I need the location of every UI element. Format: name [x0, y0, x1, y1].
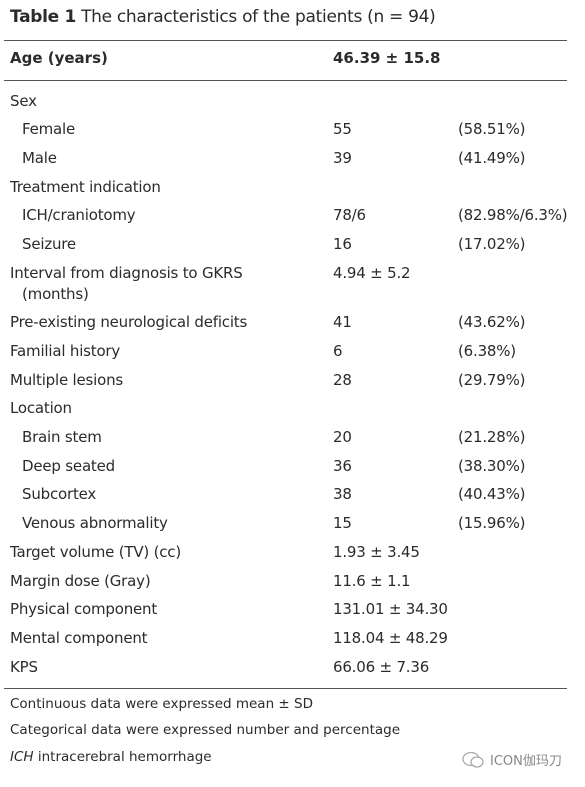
row-label: Pre-existing neurological deficits [10, 313, 248, 332]
row-percent: (40.43%) [458, 485, 526, 504]
sub-row: Seizure 16 (17.02%) [0, 230, 585, 259]
row-label: Mental component [10, 628, 148, 647]
row-percent: (38.30%) [458, 456, 526, 475]
row: Pre-existing neurological deficits 41 (43.… [0, 308, 585, 337]
row-percent: (21.28%) [458, 428, 526, 447]
row-value: 28 [333, 370, 352, 389]
footnote: Continuous data were expressed mean ± SD [10, 696, 313, 712]
sub-row: ICH/craniotomy 78/6 (82.98%/6.3%) [0, 201, 585, 230]
watermark-text: ICON伽玛刀 [490, 754, 562, 769]
row-value: 39 [333, 148, 352, 167]
row-value: 11.6 ± 1.1 [333, 571, 411, 590]
footnote-text: intracerebral hemorrhage [33, 749, 212, 765]
row-value: 55 [333, 120, 352, 139]
row-value: 36 [333, 456, 352, 475]
row-value: 41 [333, 313, 352, 332]
row: Multiple lesions 28 (29.79%) [0, 366, 585, 395]
row-percent: (29.79%) [458, 370, 526, 389]
row-label: Sex [10, 91, 37, 110]
header-label: Age (years) [10, 49, 108, 67]
row-value: 20 [333, 428, 352, 447]
row-label: Subcortex [22, 485, 97, 504]
footnote: Categorical data were expressed number a… [10, 722, 401, 738]
row-label: Deep seated [22, 456, 115, 475]
row-value: 118.04 ± 48.29 [333, 628, 448, 647]
sub-row: Deep seated 36 (38.30%) [0, 452, 585, 481]
row: KPS 66.06 ± 7.36 [0, 653, 585, 682]
sub-row: Subcortex 38 (40.43%) [0, 480, 585, 509]
row-label: Seizure [22, 234, 76, 253]
row-label: Male [22, 148, 57, 167]
sub-row: Venous abnormality 15 (15.96%) [0, 509, 585, 538]
watermark-icon [462, 751, 484, 768]
row: Familial history 6 (6.38%) [0, 337, 585, 366]
row-label: Venous abnormality [22, 514, 168, 533]
watermark: ICON伽玛刀 [462, 750, 562, 769]
table-caption: The characteristics of the patients (n =… [81, 7, 436, 27]
row: Treatment indication [0, 173, 585, 202]
row: Target volume (TV) (cc) 1.93 ± 3.45 [0, 538, 585, 567]
row: Interval from diagnosis to GKRS (months)… [0, 259, 585, 309]
footnote-abbr: ICH [10, 749, 34, 765]
row-value: 15 [333, 514, 352, 533]
footnote: ICH intracerebral hemorrhage [10, 747, 212, 767]
row-percent: (15.96%) [458, 514, 526, 533]
sub-row: Female 55 (58.51%) [0, 115, 585, 144]
header-rule [4, 80, 567, 81]
row: Mental component 118.04 ± 48.29 [0, 624, 585, 653]
sub-row: Male 39 (41.49%) [0, 144, 585, 173]
row-percent: (82.98%/6.3%) [458, 206, 568, 225]
row-percent: (17.02%) [458, 234, 526, 253]
header-value: 46.39 ± 15.8 [333, 49, 441, 67]
row-label: Multiple lesions [10, 370, 124, 389]
row-value: 38 [333, 485, 352, 504]
row-label: Location [10, 399, 72, 418]
top-rule [4, 40, 567, 41]
row-label: Female [22, 120, 76, 139]
row-value: 66.06 ± 7.36 [333, 657, 430, 676]
table-body: Sex Female 55 (58.51%) Male 39 (41.49%) Treatme… [0, 87, 585, 682]
row-value: 16 [333, 234, 352, 253]
row-value: 1.93 ± 3.45 [333, 542, 420, 561]
row: Sex [0, 87, 585, 116]
row: Location [0, 394, 585, 423]
row-label: Margin dose (Gray) [10, 571, 151, 590]
bottom-rule [4, 688, 567, 689]
row-label: Physical component [10, 600, 158, 619]
row-value: 131.01 ± 34.30 [333, 600, 448, 619]
row-value: 6 [333, 342, 343, 360]
row-percent: (6.38%) [458, 342, 516, 360]
row-label: ICH/craniotomy [22, 206, 136, 225]
row-value: 78/6 [333, 206, 366, 225]
row: Margin dose (Gray) 11.6 ± 1.1 [0, 567, 585, 596]
table-label: Table 1 [10, 7, 77, 27]
row-value: 4.94 ± 5.2 [333, 263, 411, 282]
table-title: Table 1 The characteristics of the patien… [10, 7, 436, 27]
row-label: KPS [10, 657, 38, 676]
row-label: Interval from diagnosis to GKRS (months) [10, 263, 243, 303]
row-label: Treatment indication [10, 177, 161, 196]
row: Physical component 131.01 ± 34.30 [0, 595, 585, 624]
row-percent: (58.51%) [458, 120, 526, 139]
row-label: Target volume (TV) (cc) [10, 542, 182, 561]
row-percent: (43.62%) [458, 313, 526, 332]
row-label: Brain stem [22, 428, 102, 447]
row-percent: (41.49%) [458, 148, 526, 167]
sub-row: Brain stem 20 (21.28%) [0, 423, 585, 452]
row-label: Familial history [10, 342, 121, 360]
